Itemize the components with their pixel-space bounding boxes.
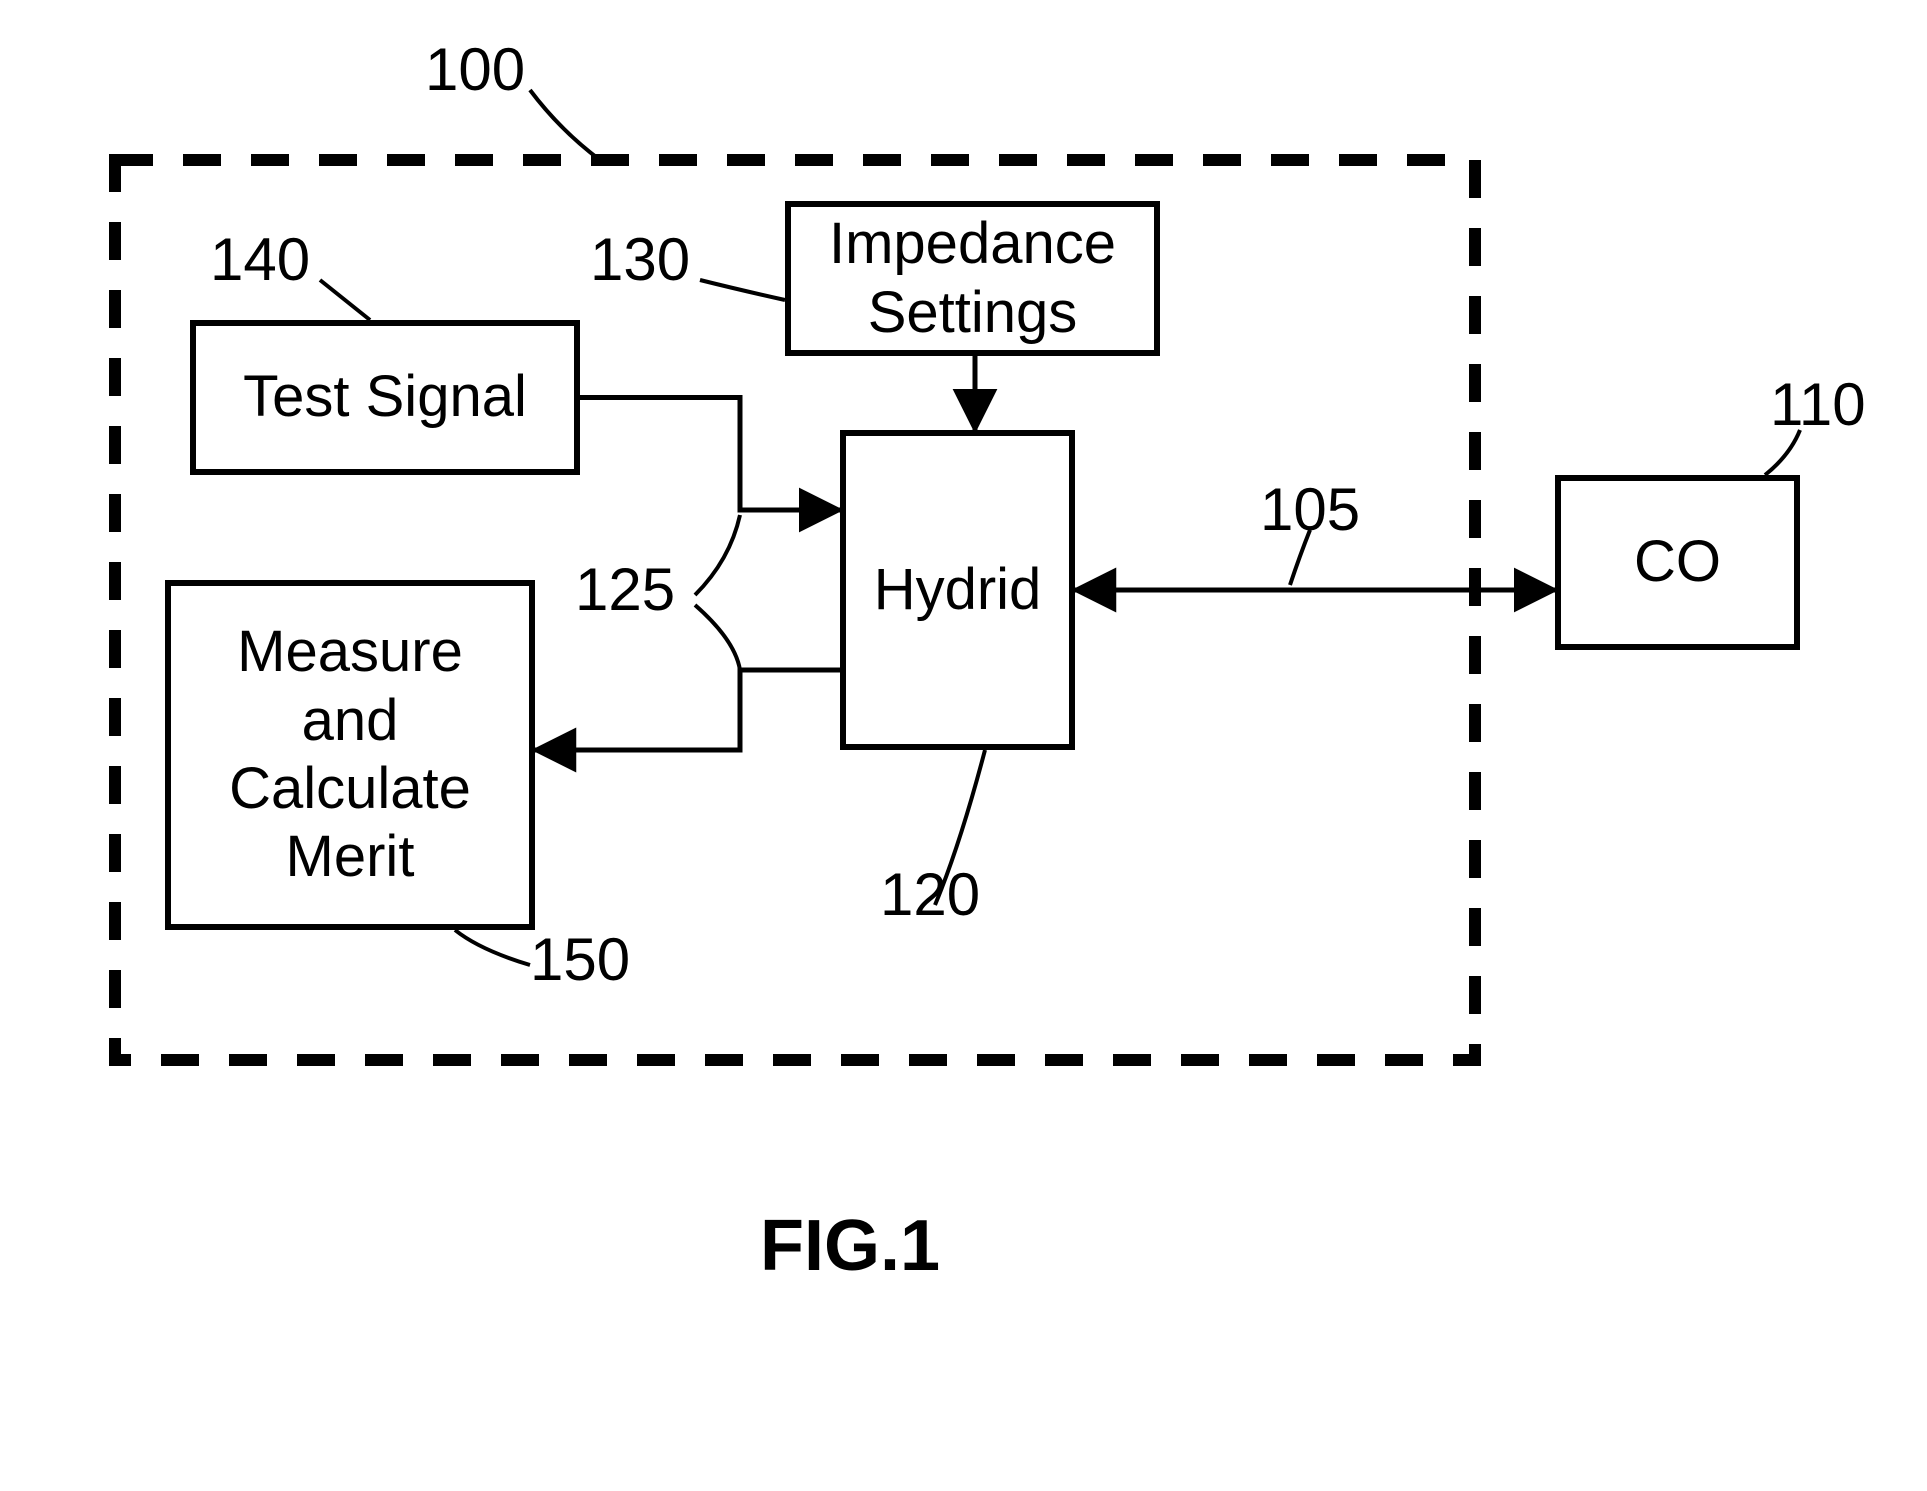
hybrid-block: Hydrid (840, 430, 1075, 750)
arrow-hybrid-to-measure (535, 670, 840, 750)
ref-105: 105 (1260, 475, 1360, 544)
leader-130 (700, 280, 785, 300)
measure-line2: and (229, 687, 471, 755)
ref-100: 100 (425, 35, 525, 104)
co-block: CO (1555, 475, 1800, 650)
co-text: CO (1634, 528, 1721, 596)
test-signal-block: Test Signal (190, 320, 580, 475)
ref-125: 125 (575, 555, 675, 624)
test-signal-text: Test Signal (243, 363, 527, 431)
ref-140: 140 (210, 225, 310, 294)
leader-125-top (695, 515, 740, 595)
measure-calculate-merit-block: Measure and Calculate Merit (165, 580, 535, 930)
leader-150 (455, 930, 530, 965)
leader-140 (320, 280, 370, 320)
diagram-canvas: Impedance Settings Test Signal Hydrid Me… (0, 0, 1927, 1491)
hybrid-text: Hydrid (874, 556, 1042, 624)
impedance-settings-block: Impedance Settings (785, 201, 1160, 356)
ref-120: 120 (880, 860, 980, 929)
figure-label: FIG.1 (760, 1205, 940, 1287)
leader-125-bot (695, 605, 740, 670)
measure-line4: Merit (229, 823, 471, 891)
measure-line3: Calculate (229, 755, 471, 823)
ref-130: 130 (590, 225, 690, 294)
measure-line1: Measure (229, 618, 471, 686)
ref-150: 150 (530, 925, 630, 994)
impedance-line1: Impedance (829, 210, 1116, 278)
arrow-testsignal-to-hybrid (580, 398, 840, 511)
leader-100 (530, 90, 600, 160)
impedance-line2: Settings (829, 279, 1116, 347)
ref-110: 110 (1770, 370, 1866, 439)
